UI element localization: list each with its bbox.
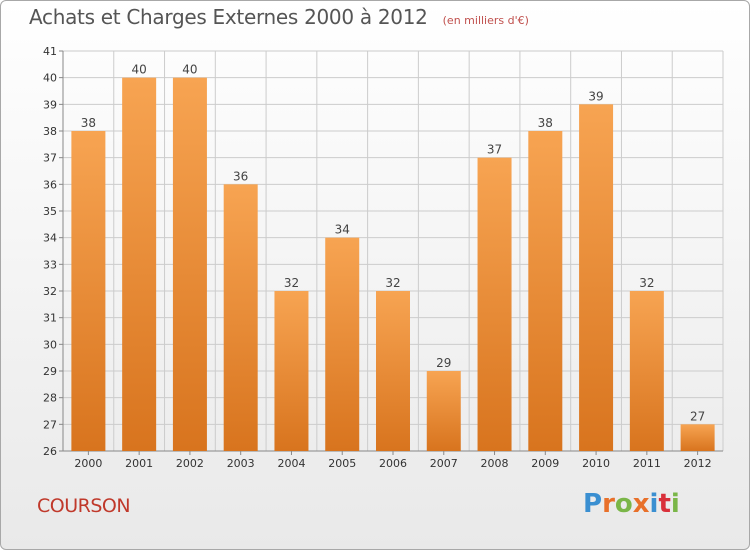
data-label: 36 [233, 169, 248, 183]
bar-2003 [223, 184, 258, 452]
x-tick-label: 2011 [633, 457, 661, 470]
logo-letter: P [583, 489, 603, 519]
y-tick-label: 39 [43, 98, 57, 111]
x-tick-label: 2006 [379, 457, 407, 470]
data-label: 32 [639, 276, 654, 290]
data-label: 39 [588, 89, 603, 103]
data-label: 40 [132, 63, 147, 77]
chart-subtitle: (en milliers d'€) [442, 14, 529, 27]
data-label: 29 [436, 356, 451, 370]
commune-name: COURSON [37, 495, 131, 517]
data-label: 32 [385, 276, 400, 290]
bar-2011 [629, 291, 664, 451]
y-tick-label: 37 [43, 152, 57, 165]
data-label: 34 [335, 223, 350, 237]
y-tick-label: 32 [43, 285, 57, 298]
y-tick-label: 30 [43, 338, 57, 351]
y-tick-label: 40 [43, 72, 57, 85]
x-tick-label: 2010 [582, 457, 610, 470]
bar-2007 [426, 371, 461, 451]
bars [71, 77, 715, 452]
y-tick-label: 41 [43, 45, 57, 58]
y-tick-label: 36 [43, 178, 57, 191]
y-tick-label: 27 [43, 418, 57, 431]
x-tick-label: 2007 [430, 457, 458, 470]
y-tick-label: 35 [43, 205, 57, 218]
data-label: 37 [487, 143, 502, 157]
logo-letter: i [649, 489, 659, 519]
bar-2002 [172, 77, 207, 452]
y-axis-tick-labels: 26 27 28 29 30 31 32 33 34 35 36 37 38 39 40 41 [43, 45, 57, 458]
data-label: 38 [538, 116, 553, 130]
y-tick-label: 38 [43, 125, 57, 138]
data-label: 27 [690, 409, 705, 423]
data-label: 38 [81, 116, 96, 130]
y-tick-label: 34 [43, 232, 57, 245]
bar-2012 [680, 424, 715, 451]
y-tick-label: 33 [43, 258, 57, 271]
x-tick-label: 2001 [125, 457, 153, 470]
logo-letter: i [670, 489, 680, 519]
bar-2000 [71, 131, 106, 451]
data-label: 32 [284, 276, 299, 290]
chart-title: Achats et Charges Externes 2000 à 2012 [29, 5, 428, 29]
x-tick-label: 2000 [74, 457, 102, 470]
x-tick-label: 2002 [176, 457, 204, 470]
bar-2006 [376, 291, 410, 451]
logo-letter: t [658, 489, 671, 519]
logo-letter: x [632, 489, 650, 519]
proxiti-logo: Proxiti [583, 489, 680, 519]
x-tick-label: 2004 [277, 457, 305, 470]
bar-2010 [579, 104, 614, 451]
y-tick-label: 26 [43, 445, 57, 458]
logo-letter: r [602, 489, 615, 519]
x-tick-label: 2012 [684, 457, 712, 470]
y-tick-label: 31 [43, 312, 57, 325]
x-tick-label: 2008 [481, 457, 509, 470]
x-axis-tick-labels: 2000 2001 2002 2003 2004 2005 2006 2007 2008 2009… [74, 457, 711, 470]
y-tick-label: 28 [43, 392, 57, 405]
x-tick-label: 2005 [328, 457, 356, 470]
bar-2005 [325, 237, 360, 451]
bar-2004 [274, 291, 309, 451]
data-labels: 38 40 40 36 32 34 32 29 37 38 39 32 27 [81, 63, 706, 424]
y-tick-label: 29 [43, 365, 57, 378]
data-label: 40 [182, 63, 197, 77]
bar-2001 [122, 77, 157, 452]
title-block: Achats et Charges Externes 2000 à 2012 (… [29, 5, 529, 29]
bar-2008 [477, 157, 512, 451]
logo-letter: o [614, 489, 633, 519]
bar-2009 [528, 131, 563, 451]
x-tick-label: 2003 [227, 457, 255, 470]
x-tick-label: 2009 [531, 457, 559, 470]
